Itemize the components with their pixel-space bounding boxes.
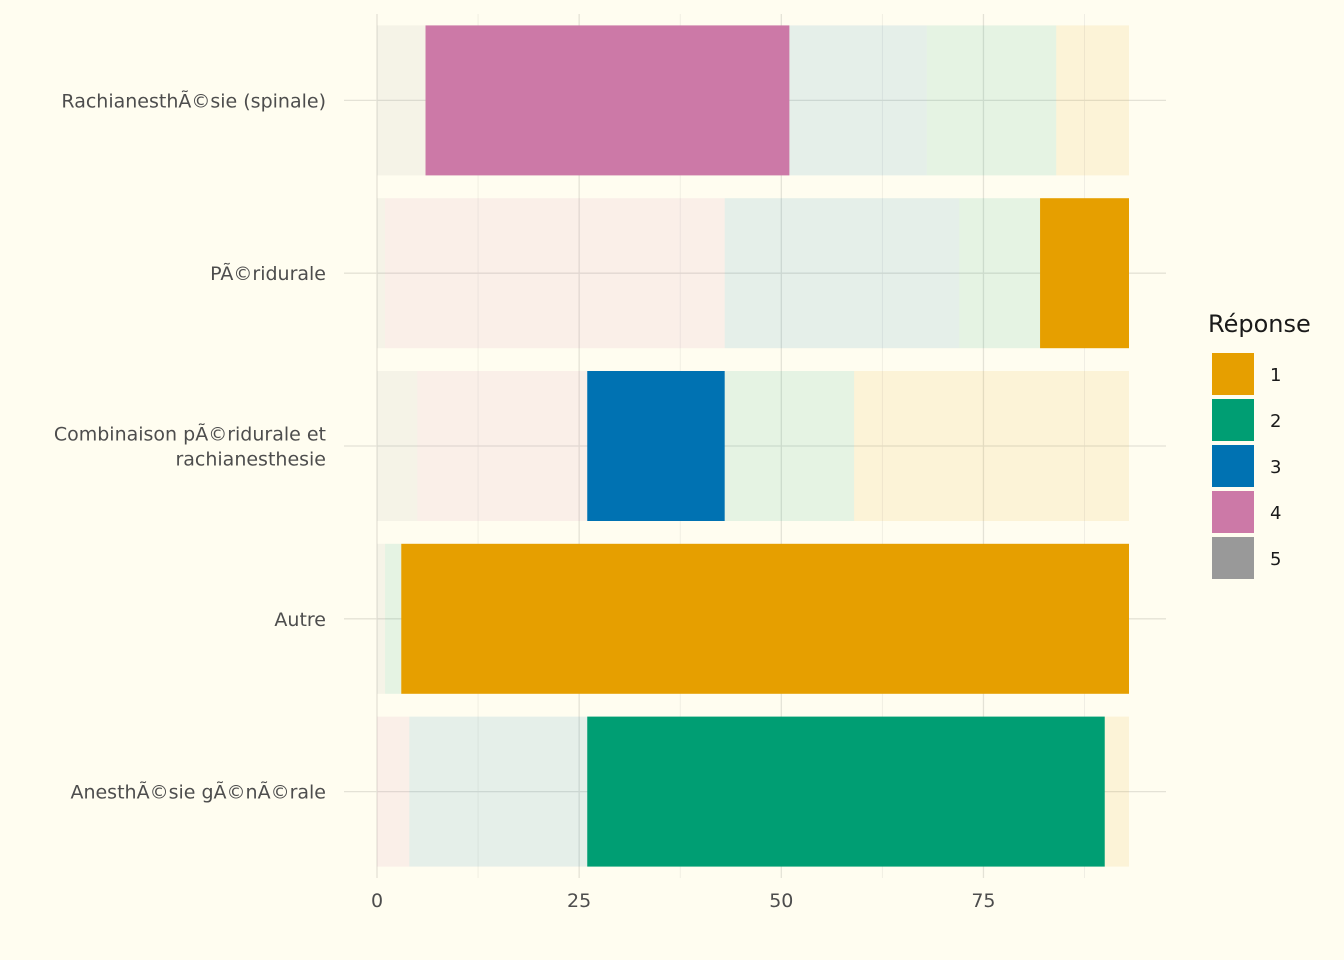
legend-label-3: 3 (1270, 457, 1281, 478)
y-tick-label: rachianesthesie (175, 449, 326, 471)
bar-segment-5 (377, 371, 418, 521)
bars (377, 25, 1129, 867)
x-axis-labels: 0 25 50 75 (371, 890, 996, 912)
legend-swatch-2 (1212, 399, 1254, 441)
bar-segment-4 (385, 198, 725, 349)
legend-label-4: 4 (1270, 503, 1281, 524)
x-tick-label: 50 (769, 890, 793, 912)
bar-segment-1 (1104, 716, 1129, 867)
x-tick-label: 25 (567, 890, 591, 912)
legend: Réponse 1 2 3 4 5 (1208, 310, 1311, 579)
y-tick-label: RachianesthÃ©sie (spinale) (61, 89, 326, 112)
y-tick-label: Autre (274, 609, 326, 631)
bar-segment-4 (417, 371, 588, 521)
y-tick-label: Combinaison pÃ©ridurale et (54, 423, 326, 446)
x-tick-label: 75 (971, 890, 995, 912)
bar-segment-5 (377, 198, 386, 349)
bar-segment-4 (377, 716, 410, 867)
bar-segment-2 (385, 543, 402, 694)
bar-segment-3 (587, 371, 725, 521)
bar-segment-5 (377, 543, 386, 694)
bar-segment-1 (1040, 198, 1129, 349)
y-tick-label: PÃ©ridurale (210, 262, 326, 285)
bar-segment-1 (854, 371, 1129, 521)
legend-swatch-3 (1212, 445, 1254, 487)
legend-swatch-1 (1212, 353, 1254, 395)
legend-swatch-5 (1212, 537, 1254, 579)
bar-segment-5 (377, 25, 426, 176)
bar-segment-4 (425, 25, 790, 176)
bar-segment-2 (926, 25, 1057, 176)
bar-segment-1 (401, 543, 1129, 694)
bar-segment-3 (789, 25, 927, 176)
legend-label-1: 1 (1270, 365, 1281, 386)
bar-segment-3 (724, 198, 960, 349)
legend-label-2: 2 (1270, 411, 1281, 432)
y-tick-label: AnesthÃ©sie gÃ©nÃ©rale (70, 781, 326, 804)
y-axis-labels: RachianesthÃ©sie (spinale) PÃ©ridurale Com… (54, 89, 326, 803)
x-tick-label: 0 (371, 890, 383, 912)
bar-segment-1 (1056, 25, 1129, 176)
bar-segment-2 (959, 198, 1041, 349)
legend-title: Réponse (1208, 310, 1311, 338)
bar-segment-2 (724, 371, 855, 521)
legend-label-5: 5 (1270, 549, 1281, 570)
legend-swatch-4 (1212, 491, 1254, 533)
bar-segment-3 (409, 716, 588, 867)
bar-segment-2 (587, 716, 1105, 867)
